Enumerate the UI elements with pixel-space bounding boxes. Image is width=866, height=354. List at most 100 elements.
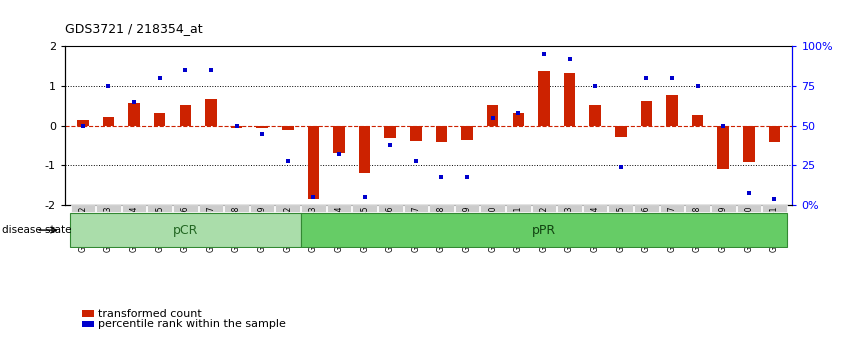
Text: GSM559054: GSM559054 — [591, 206, 599, 252]
FancyBboxPatch shape — [481, 205, 505, 212]
Point — [332, 152, 346, 157]
Bar — [385, 126, 396, 138]
Point — [127, 99, 141, 105]
Text: GSM559050: GSM559050 — [488, 206, 497, 252]
Bar — [564, 73, 575, 126]
Text: GSM559066: GSM559066 — [181, 206, 190, 252]
Text: GSM559048: GSM559048 — [437, 206, 446, 252]
Text: GSM559059: GSM559059 — [719, 206, 727, 252]
Point — [537, 51, 551, 57]
Point — [76, 123, 90, 129]
Text: GDS3721 / 218354_at: GDS3721 / 218354_at — [65, 22, 203, 35]
FancyBboxPatch shape — [711, 205, 735, 212]
FancyBboxPatch shape — [173, 205, 197, 212]
Point — [716, 123, 730, 129]
Point — [665, 75, 679, 81]
FancyBboxPatch shape — [378, 205, 403, 212]
Text: GSM559069: GSM559069 — [258, 206, 267, 252]
FancyBboxPatch shape — [583, 205, 607, 212]
FancyBboxPatch shape — [430, 205, 454, 212]
Text: GSM559055: GSM559055 — [617, 206, 625, 252]
FancyBboxPatch shape — [609, 205, 633, 212]
FancyBboxPatch shape — [275, 205, 301, 212]
FancyBboxPatch shape — [557, 205, 582, 212]
Point — [435, 174, 449, 179]
Point — [691, 83, 705, 88]
Bar — [462, 126, 473, 139]
FancyBboxPatch shape — [71, 205, 95, 212]
Text: GSM559061: GSM559061 — [770, 206, 779, 252]
Text: GSM559056: GSM559056 — [642, 206, 651, 252]
Bar — [692, 114, 703, 126]
Text: GSM559049: GSM559049 — [462, 206, 472, 252]
FancyBboxPatch shape — [224, 205, 249, 212]
FancyBboxPatch shape — [326, 205, 352, 212]
Point — [639, 75, 653, 81]
Bar — [641, 101, 652, 126]
Point — [486, 115, 500, 120]
Text: percentile rank within the sample: percentile rank within the sample — [98, 319, 286, 329]
Point — [229, 123, 243, 129]
Bar — [256, 126, 268, 128]
Text: GSM559053: GSM559053 — [565, 206, 574, 252]
Text: GSM559067: GSM559067 — [206, 206, 216, 252]
Bar — [436, 126, 447, 142]
Bar — [231, 126, 242, 128]
Point — [307, 195, 320, 200]
Text: GSM559052: GSM559052 — [540, 206, 548, 252]
Bar — [179, 105, 191, 126]
Bar — [333, 126, 345, 153]
FancyBboxPatch shape — [737, 205, 761, 212]
Text: GSM559062: GSM559062 — [79, 206, 87, 252]
FancyBboxPatch shape — [506, 205, 531, 212]
Point — [281, 158, 294, 164]
Text: GSM559068: GSM559068 — [232, 206, 241, 252]
FancyBboxPatch shape — [198, 205, 223, 212]
Text: pCR: pCR — [172, 224, 198, 236]
Point — [512, 110, 526, 116]
FancyBboxPatch shape — [634, 205, 659, 212]
Bar — [77, 120, 88, 126]
FancyBboxPatch shape — [301, 213, 787, 247]
Text: GSM559043: GSM559043 — [309, 206, 318, 252]
Text: pPR: pPR — [532, 224, 556, 236]
Text: GSM559042: GSM559042 — [283, 206, 293, 252]
FancyBboxPatch shape — [147, 205, 172, 212]
Point — [255, 131, 269, 136]
FancyBboxPatch shape — [250, 205, 275, 212]
FancyBboxPatch shape — [96, 205, 120, 212]
Text: GSM559065: GSM559065 — [155, 206, 165, 252]
Point — [152, 75, 166, 81]
FancyBboxPatch shape — [762, 205, 786, 212]
Bar — [513, 113, 524, 126]
Text: GSM559063: GSM559063 — [104, 206, 113, 252]
Bar — [487, 105, 499, 126]
Bar — [410, 126, 422, 141]
FancyBboxPatch shape — [404, 205, 428, 212]
Bar — [282, 126, 294, 130]
Point — [101, 83, 115, 88]
FancyBboxPatch shape — [122, 205, 146, 212]
Bar — [154, 113, 165, 126]
FancyBboxPatch shape — [70, 213, 301, 247]
Text: GSM559045: GSM559045 — [360, 206, 369, 252]
Bar — [359, 126, 371, 173]
Point — [384, 142, 397, 148]
Bar — [769, 126, 780, 142]
Bar — [205, 98, 216, 126]
Text: GSM559047: GSM559047 — [411, 206, 420, 252]
Point — [588, 83, 602, 88]
Bar — [538, 71, 550, 126]
Bar — [590, 105, 601, 126]
Bar — [103, 117, 114, 126]
Text: GSM559058: GSM559058 — [693, 206, 702, 252]
Bar — [717, 126, 729, 169]
Bar — [666, 95, 678, 126]
Point — [614, 164, 628, 170]
Point — [563, 56, 577, 62]
FancyBboxPatch shape — [352, 205, 377, 212]
FancyBboxPatch shape — [301, 205, 326, 212]
Text: GSM559060: GSM559060 — [745, 206, 753, 252]
FancyBboxPatch shape — [660, 205, 684, 212]
FancyBboxPatch shape — [685, 205, 710, 212]
